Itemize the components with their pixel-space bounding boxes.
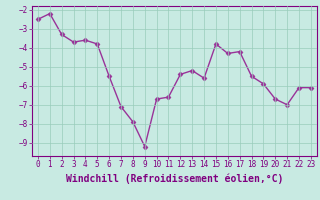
X-axis label: Windchill (Refroidissement éolien,°C): Windchill (Refroidissement éolien,°C) xyxy=(66,173,283,184)
